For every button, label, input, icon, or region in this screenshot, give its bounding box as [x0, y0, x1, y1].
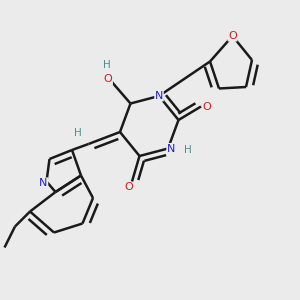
- Text: N: N: [167, 143, 175, 154]
- Text: O: O: [124, 182, 134, 193]
- Text: N: N: [155, 91, 163, 101]
- Text: O: O: [228, 31, 237, 41]
- Text: H: H: [103, 59, 110, 70]
- Text: O: O: [103, 74, 112, 85]
- Text: N: N: [39, 178, 48, 188]
- Text: H: H: [74, 128, 82, 139]
- Text: O: O: [202, 101, 211, 112]
- Text: H: H: [184, 145, 191, 155]
